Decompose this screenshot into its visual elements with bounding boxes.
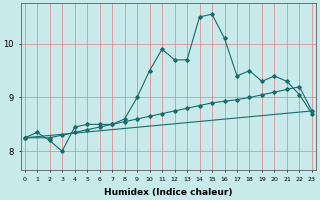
X-axis label: Humidex (Indice chaleur): Humidex (Indice chaleur): [104, 188, 233, 197]
